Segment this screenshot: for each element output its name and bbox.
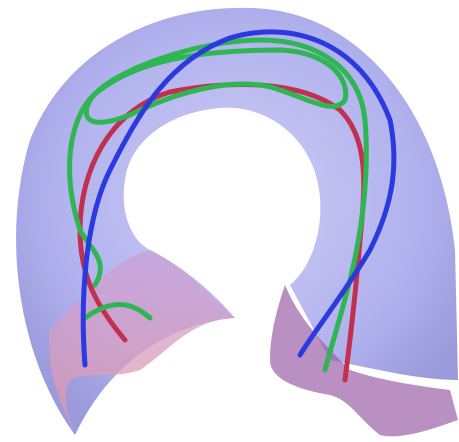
page — [0, 0, 459, 442]
render — [0, 0, 459, 442]
